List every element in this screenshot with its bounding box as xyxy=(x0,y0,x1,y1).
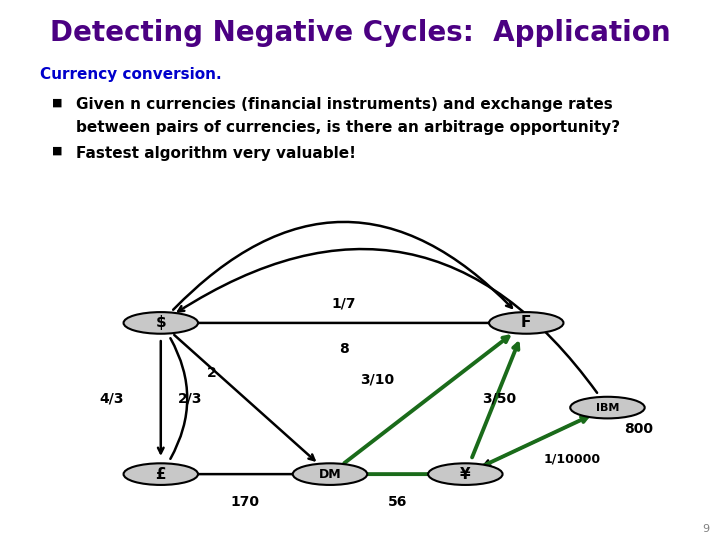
Text: £: £ xyxy=(156,467,166,482)
Text: IBM: IBM xyxy=(595,403,619,413)
Ellipse shape xyxy=(124,463,198,485)
Ellipse shape xyxy=(570,397,644,418)
Text: between pairs of currencies, is there an arbitrage opportunity?: between pairs of currencies, is there an… xyxy=(76,120,620,135)
Text: 1/7: 1/7 xyxy=(331,297,356,311)
Text: 9: 9 xyxy=(702,523,709,534)
Text: Given n currencies (financial instruments) and exchange rates: Given n currencies (financial instrument… xyxy=(76,97,612,112)
Ellipse shape xyxy=(489,312,564,334)
Text: 2: 2 xyxy=(207,366,217,380)
Text: ■: ■ xyxy=(52,146,63,156)
Text: F: F xyxy=(521,315,531,330)
Text: 2/3: 2/3 xyxy=(178,392,202,406)
Text: 1/10000: 1/10000 xyxy=(543,453,600,466)
Text: 3/10: 3/10 xyxy=(360,373,395,387)
Text: Fastest algorithm very valuable!: Fastest algorithm very valuable! xyxy=(76,146,356,161)
Text: 4/3: 4/3 xyxy=(99,392,124,406)
Text: DM: DM xyxy=(319,468,341,481)
Text: 3/50: 3/50 xyxy=(482,392,516,406)
Text: ¥: ¥ xyxy=(460,467,471,482)
Text: 170: 170 xyxy=(231,495,260,509)
Ellipse shape xyxy=(293,463,367,485)
Text: Detecting Negative Cycles:  Application: Detecting Negative Cycles: Application xyxy=(50,19,670,47)
Text: 56: 56 xyxy=(388,495,408,509)
Text: 8: 8 xyxy=(338,342,348,356)
Text: ■: ■ xyxy=(52,97,63,107)
Text: Currency conversion.: Currency conversion. xyxy=(40,68,221,83)
Ellipse shape xyxy=(428,463,503,485)
Text: $: $ xyxy=(156,315,166,330)
Text: 800: 800 xyxy=(624,422,653,436)
Ellipse shape xyxy=(124,312,198,334)
